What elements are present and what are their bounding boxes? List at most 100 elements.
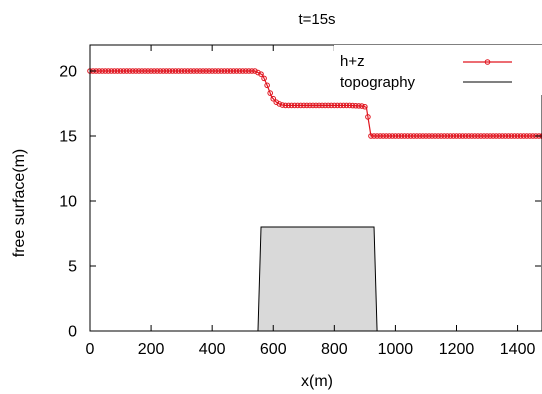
series-marker-h-z [346,102,353,109]
series-marker-h-z [310,102,316,109]
series-marker-h-z [401,133,408,139]
series-marker-h-z [300,102,307,109]
series-marker-h-z [249,68,255,74]
series-marker-h-z [514,133,521,139]
series-marker-h-z [252,68,258,74]
series-marker-h-z [224,68,231,74]
series-marker-h-z [145,68,151,74]
series-marker-h-z [444,133,451,139]
series-marker-h-z [426,133,432,139]
series-marker-h-z [487,133,493,139]
series-marker-h-z [468,133,475,139]
series-marker-h-z [111,68,118,74]
series-marker-h-z [371,133,377,139]
series-marker-h-z [236,68,243,74]
series-marker-h-z [386,133,393,139]
series-marker-h-z [230,68,237,74]
series-marker-h-z [133,68,139,74]
series-marker-h-z [163,68,170,74]
series-marker-h-z [200,68,206,74]
series-marker-h-z [258,71,264,77]
series-marker-h-z [242,68,249,74]
topography-fill [90,227,542,331]
legend-marker-h-z [484,59,491,65]
series-marker-h-z [129,68,136,74]
series-marker-h-z [227,68,234,74]
series-marker-h-z [459,133,466,139]
series-marker-h-z [288,102,295,109]
series-marker-h-z [508,133,515,139]
series-marker-h-z [96,68,102,74]
series-marker-h-z [429,133,435,139]
series-marker-h-z [499,133,506,139]
series-marker-h-z [175,68,182,74]
series-marker-h-z [285,102,292,109]
series-marker-h-z [114,68,121,74]
series-marker-h-z [368,133,374,139]
chart-title: t=15s [298,11,335,28]
x-tick-label: 600 [260,341,287,358]
series-marker-h-z [374,133,380,139]
series-marker-h-z [362,103,368,110]
series-marker-h-z [355,103,362,109]
series-marker-h-z [526,133,533,139]
series-marker-h-z [215,68,222,74]
series-marker-h-z [178,68,185,74]
legend-box [334,45,542,95]
legend-label-h-z: h+z [340,53,365,70]
x-tick-label: 1200 [439,341,475,358]
series-marker-h-z [453,133,460,139]
x-axis-label: x(m) [301,373,333,390]
series-marker-h-z [246,68,252,74]
series-marker-h-z [117,68,124,74]
series-marker-h-z [297,102,304,109]
series-marker-h-z [233,68,240,74]
series-marker-h-z [194,68,200,74]
series-marker-h-z [276,101,283,107]
series-marker-h-z [496,133,503,139]
series-marker-h-z [475,133,481,139]
series-marker-h-z [502,133,509,139]
legend: h+z topography [334,45,542,95]
x-tick-label: 0 [86,341,95,358]
series-marker-h-z [322,102,328,109]
series-marker-h-z [197,68,203,74]
series-marker-h-z [264,82,270,89]
x-tick-label: 1000 [378,341,414,358]
series-marker-h-z [169,68,176,74]
plot-frame [89,44,542,332]
y-axis-label: free surface(m) [11,149,28,257]
series-marker-h-z [108,68,115,74]
series-marker-h-z [239,68,246,74]
series-marker-h-z [450,133,457,139]
series-marker-h-z [123,68,130,74]
series-marker-h-z [481,133,487,139]
series-marker-h-z [172,68,179,74]
series-marker-h-z [191,68,197,74]
series-marker-h-z [291,102,298,109]
series-marker-h-z [417,133,423,139]
series-marker-h-z [337,102,344,109]
series-marker-h-z [136,68,142,74]
plot-area [87,68,542,332]
series-marker-h-z [294,102,301,109]
series-marker-h-z [447,133,454,139]
series-marker-h-z [423,133,429,139]
series-marker-h-z [206,68,212,74]
y-tick-label: 5 [68,259,77,276]
series-marker-h-z [151,68,157,74]
series-marker-h-z [160,68,167,74]
series-marker-h-z [478,133,484,139]
series-marker-h-z [331,102,338,109]
series-marker-h-z [523,133,530,139]
x-tick-label: 400 [199,341,226,358]
series-marker-h-z [218,68,225,74]
series-marker-h-z [359,103,365,109]
series-marker-h-z [307,102,313,109]
series-marker-h-z [462,133,469,139]
series-marker-h-z [270,95,277,102]
series-marker-h-z [154,68,160,74]
y-tick-label: 0 [68,324,77,341]
series-marker-h-z [383,133,390,139]
